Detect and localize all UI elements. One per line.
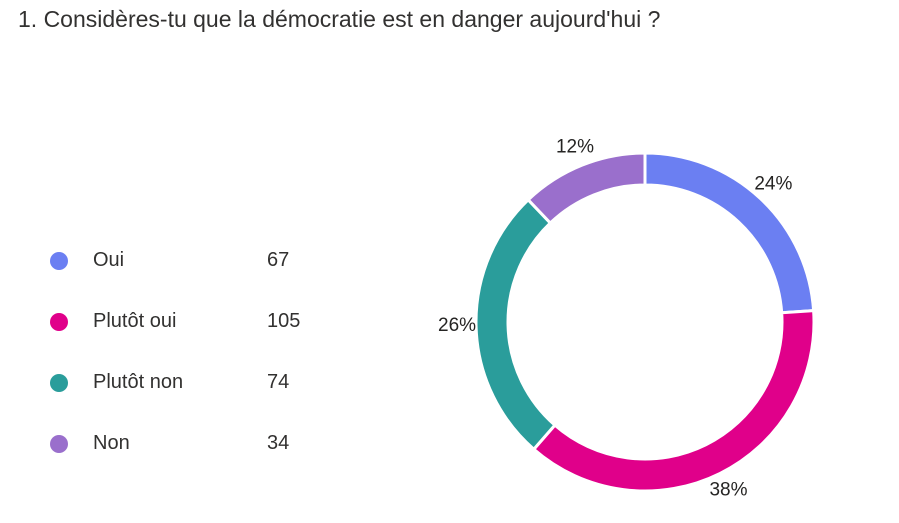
- donut-slice-non: [526, 151, 647, 226]
- donut-slice-plutot-non: [474, 197, 557, 452]
- data-label-plutot-non: 26%: [438, 315, 476, 336]
- legend-item-non: Non 34: [50, 413, 327, 474]
- data-label-non: 12%: [556, 137, 594, 158]
- legend: Oui 67 Plutôt oui 105 Plutôt non 74 Non …: [50, 230, 327, 474]
- data-label-oui: 24%: [754, 174, 792, 195]
- legend-count: 34: [267, 432, 290, 454]
- legend-label: Plutôt non: [93, 371, 184, 393]
- legend-item-plutot-oui: Plutôt oui 105: [50, 291, 327, 352]
- question-title: 1. Considères-tu que la démocratie est e…: [18, 6, 661, 32]
- data-label-plutot-oui: 38%: [709, 479, 747, 500]
- legend-swatch: [50, 251, 68, 270]
- donut-slice-plutot-oui: [531, 309, 816, 493]
- legend-swatch: [50, 312, 68, 331]
- legend-count: 105: [267, 310, 301, 332]
- legend-swatch: [50, 434, 68, 453]
- legend-label: Plutôt oui: [93, 310, 177, 332]
- legend-label: Oui: [93, 249, 125, 271]
- legend-count: 74: [267, 371, 290, 393]
- legend-count: 67: [267, 249, 290, 271]
- legend-item-plutot-non: Plutôt non 74: [50, 352, 327, 413]
- legend-label: Non: [93, 432, 130, 454]
- legend-item-oui: Oui 67: [50, 230, 327, 291]
- legend-swatch: [50, 373, 68, 392]
